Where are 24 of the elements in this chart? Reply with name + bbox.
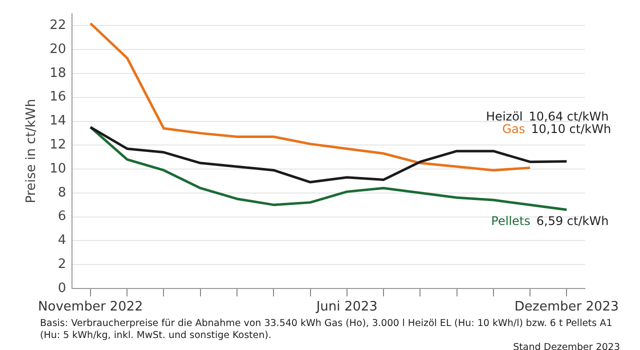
data-label: 10,64 ct/kWh: [528, 109, 609, 124]
data-label: 6,59 ct/kWh: [536, 214, 609, 228]
y-tick-label: 2: [58, 256, 66, 272]
y-tick-label: 16: [50, 90, 66, 105]
y-tick-label: 8: [58, 185, 66, 200]
y-tick-label: 14: [50, 114, 66, 129]
y-tick-label: 10: [50, 161, 66, 176]
text: Heizöl: [486, 109, 523, 124]
x-tick-label: Dezember 2023: [514, 300, 619, 315]
y-tick-label: 22: [50, 18, 66, 34]
y-axis-title: Preise in ct/kWh: [24, 98, 40, 204]
x-tick-label: November 2022: [38, 300, 143, 315]
data-label: 10,10 ct/kWh: [531, 122, 612, 136]
y-tick-label: 20: [50, 42, 66, 57]
series-label: Pellets: [491, 214, 530, 228]
x-tick-label: Juni 2023: [315, 300, 378, 315]
text: Basis: Verbraucherpreise für die Abnahme von 33.540 kWh Gas (Ho), 3.000 l Heizöl EL (Hu: 10 kWh/l) bzw. 6 t Pellets A1 (Hu: 5 kWh/kg, inkl. MwSt. und sonstige Kosten).: [40, 318, 614, 342]
y-tick-label: 6: [58, 209, 66, 224]
text: Gas: [502, 122, 526, 136]
y-tick-label: 4: [58, 233, 66, 248]
y-tick-label: 18: [50, 66, 66, 81]
y-tick-label: 12: [50, 138, 66, 153]
y-tick-label: 0: [58, 280, 66, 296]
text: Stand Dezember 2023: [512, 342, 620, 350]
